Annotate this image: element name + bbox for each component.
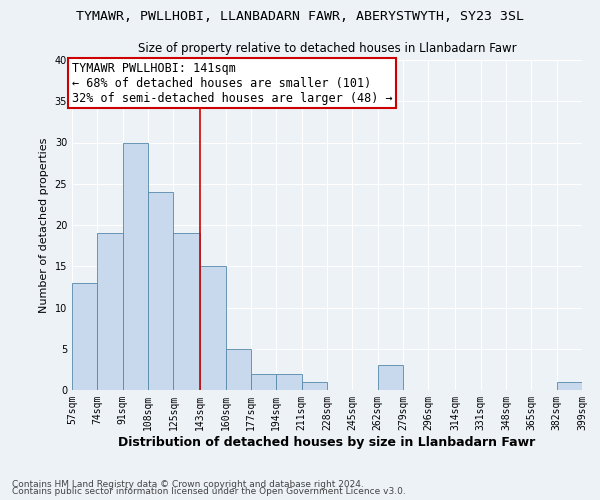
Bar [557,382,582,390]
Text: Contains public sector information licensed under the Open Government Licence v3: Contains public sector information licen… [12,488,406,496]
Bar [302,382,327,390]
Bar [378,365,403,390]
Bar [148,192,173,390]
Bar [72,283,97,390]
Title: Size of property relative to detached houses in Llanbadarn Fawr: Size of property relative to detached ho… [137,42,517,54]
Bar [226,349,251,390]
Bar [200,266,226,390]
Bar [173,233,200,390]
X-axis label: Distribution of detached houses by size in Llanbadarn Fawr: Distribution of detached houses by size … [118,436,536,448]
Bar [97,233,123,390]
Bar [251,374,276,390]
Bar [123,142,148,390]
Text: Contains HM Land Registry data © Crown copyright and database right 2024.: Contains HM Land Registry data © Crown c… [12,480,364,489]
Bar [276,374,302,390]
Text: TYMAWR PWLLHOBI: 141sqm
← 68% of detached houses are smaller (101)
32% of semi-d: TYMAWR PWLLHOBI: 141sqm ← 68% of detache… [72,62,392,104]
Y-axis label: Number of detached properties: Number of detached properties [39,138,49,312]
Text: TYMAWR, PWLLHOBI, LLANBADARN FAWR, ABERYSTWYTH, SY23 3SL: TYMAWR, PWLLHOBI, LLANBADARN FAWR, ABERY… [76,10,524,23]
